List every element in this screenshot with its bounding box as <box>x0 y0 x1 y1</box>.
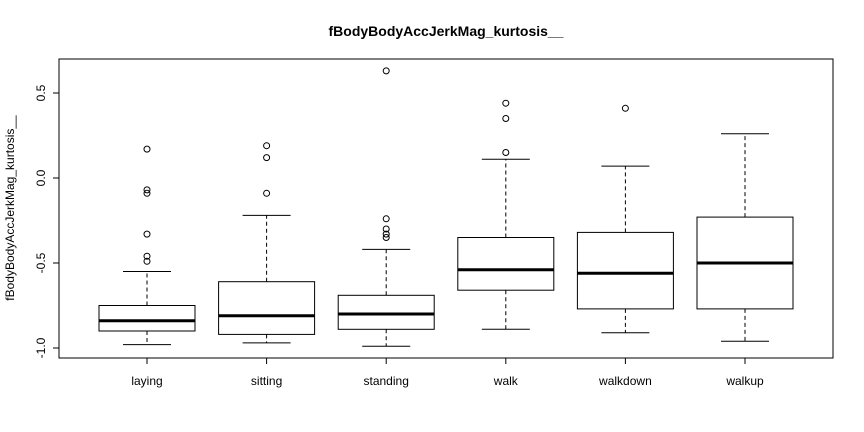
box-walkup <box>696 133 794 342</box>
outlier-point <box>621 104 629 112</box>
outlier-point <box>382 230 390 238</box>
outlier-point <box>263 189 271 197</box>
x-axis: laying sitting standing walk walkdown walkup <box>131 358 764 388</box>
outlier-point <box>143 230 151 238</box>
x-tick-label: walkdown <box>598 374 652 388</box>
x-tick-label: sitting <box>251 374 282 388</box>
iqr-box <box>98 305 196 332</box>
y-axis: -1.0 -0.5 0.0 0.5 <box>34 84 60 358</box>
boxes-group <box>98 67 794 347</box>
outlier-point <box>143 257 151 265</box>
box-walkdown <box>576 104 674 334</box>
x-tick-label: walkup <box>725 374 764 388</box>
outlier-point <box>143 189 151 197</box>
outlier-point <box>263 142 271 150</box>
outlier-point <box>263 154 271 162</box>
iqr-box <box>337 294 435 330</box>
outlier-point <box>382 234 390 241</box>
outlier-point <box>143 252 151 260</box>
box-walk <box>457 99 555 330</box>
x-tick-label: standing <box>364 374 409 388</box>
outlier-point <box>382 215 390 223</box>
y-axis-label: fBodyBodyAccJerkMag_kurtosis__ <box>3 115 17 301</box>
outlier-point <box>143 145 151 153</box>
x-tick-label: walk <box>493 374 519 388</box>
outlier-point <box>382 67 390 75</box>
box-sitting <box>218 142 316 344</box>
y-tick-label: 0.5 <box>34 84 48 101</box>
box-laying <box>98 145 196 346</box>
outlier-point <box>502 149 510 156</box>
y-tick-label: -1.0 <box>34 337 48 358</box>
iqr-box <box>457 237 555 291</box>
iqr-box <box>576 231 674 310</box>
chart-title: fBodyBodyAccJerkMag_kurtosis__ <box>329 23 564 39</box>
box-standing <box>337 67 435 347</box>
x-tick-label: laying <box>131 374 162 388</box>
y-tick-label: 0.0 <box>34 169 48 186</box>
y-tick-label: -0.5 <box>34 252 48 273</box>
iqr-box <box>218 281 316 335</box>
outlier-point <box>382 225 390 233</box>
outlier-point <box>502 99 510 107</box>
outlier-point <box>143 186 151 194</box>
outlier-point <box>502 115 510 122</box>
